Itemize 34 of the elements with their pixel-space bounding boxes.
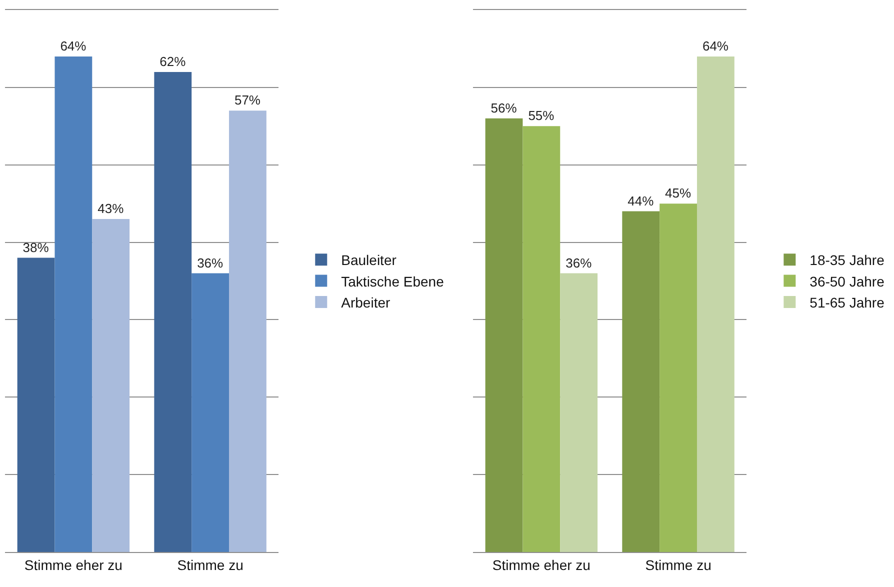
data-label: 56% <box>490 100 518 116</box>
bar <box>560 273 598 552</box>
data-label: 43% <box>98 201 124 216</box>
x-tick-label: Stimme eher zu <box>24 556 122 573</box>
data-label: 44% <box>628 193 654 208</box>
x-tick-label: Stimme zu <box>177 556 244 573</box>
bar <box>54 56 92 552</box>
legend-label: 18-35 Jahre <box>810 252 885 268</box>
legend-label: Arbeiter <box>341 294 390 310</box>
bar <box>622 211 660 552</box>
bar <box>660 204 697 552</box>
data-label: 57% <box>234 92 261 108</box>
legend-label: 51-65 Jahre <box>810 294 885 310</box>
bar <box>154 72 192 552</box>
data-label: 55% <box>528 108 555 124</box>
data-label: 64% <box>60 38 87 54</box>
bar <box>92 219 130 552</box>
data-label: 36% <box>566 255 592 270</box>
data-label: 62% <box>160 54 186 69</box>
legend-label: Bauleiter <box>341 252 397 268</box>
data-label: 36% <box>197 255 224 270</box>
bar <box>522 126 560 552</box>
bar <box>229 110 266 552</box>
bar <box>696 56 734 552</box>
data-label: 38% <box>22 240 50 255</box>
legend-label: Taktische Ebene <box>341 273 444 290</box>
bar <box>192 273 229 552</box>
data-label: 64% <box>702 38 729 54</box>
x-tick-label: Stimme eher zu <box>492 556 590 573</box>
x-tick-label: Stimme zu <box>645 556 712 573</box>
data-label: 45% <box>665 186 692 201</box>
legend-label: 36-50 Jahre <box>810 273 885 290</box>
bar <box>17 258 55 552</box>
bar <box>485 118 523 552</box>
